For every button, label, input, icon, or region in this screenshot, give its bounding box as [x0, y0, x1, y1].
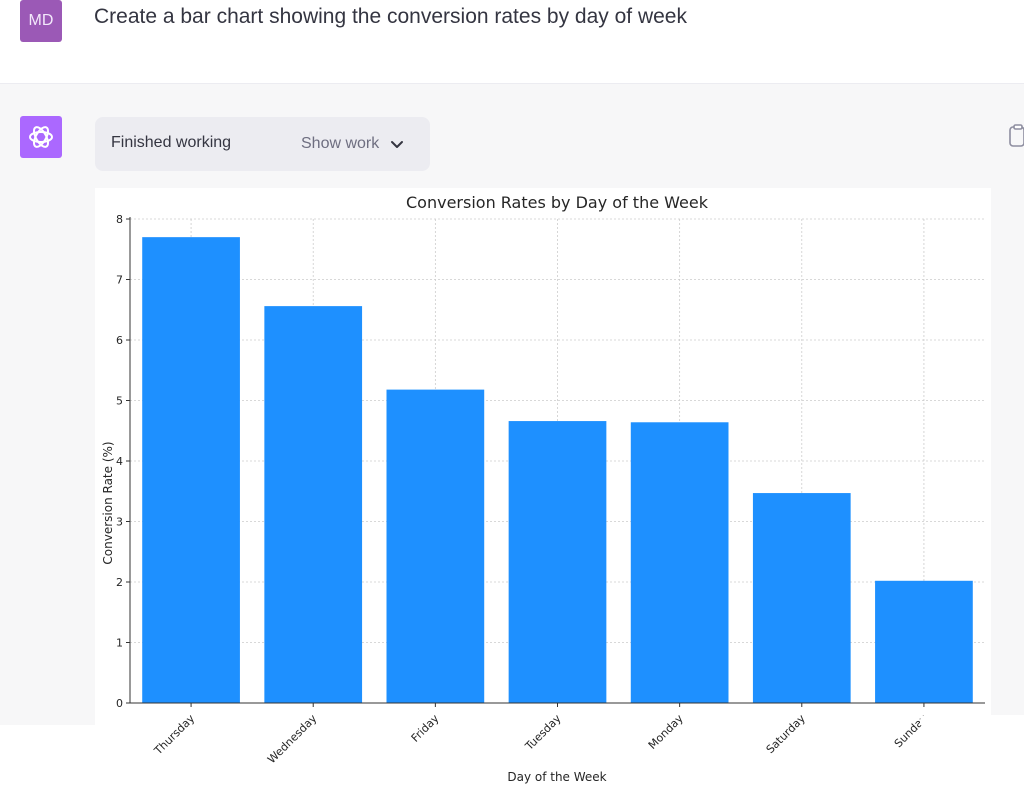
user-avatar: MD [20, 0, 62, 42]
x-tick-label: Thursday [151, 712, 197, 758]
bar-chart: 0 1 2 3 4 5 6 7 8 Thursday Wednesday Friday Tuesday M… [101, 193, 985, 784]
y-tick-label: 3 [116, 516, 123, 529]
user-message-text: Create a bar chart showing the conversio… [94, 5, 687, 28]
y-tick-label: 0 [116, 697, 123, 710]
x-tick-label: Monday [646, 712, 686, 752]
bar-wednesday [264, 306, 363, 703]
assistant-avatar [20, 116, 62, 158]
bottom-corner-panel [920, 715, 1024, 725]
y-tick-label: 7 [116, 274, 123, 287]
y-axis-label: Conversion Rate (%) [101, 441, 115, 564]
openai-logo-icon [29, 126, 53, 148]
bar-thursday [142, 237, 240, 703]
x-axis-label: Day of the Week [507, 770, 606, 784]
y-tick-label: 1 [116, 637, 123, 650]
bar-friday [386, 389, 485, 703]
show-work-button[interactable]: Show work [301, 128, 405, 160]
user-message-row: MD Create a bar chart showing the conver… [0, 0, 1024, 84]
clipboard-icon[interactable] [1006, 124, 1024, 148]
x-tick-label: Wednesday [265, 712, 320, 767]
bar-tuesday [508, 421, 607, 703]
y-tick-label: 5 [116, 395, 123, 408]
y-tick-label: 8 [116, 213, 123, 226]
bar-saturday [752, 493, 851, 703]
work-status-text: Finished working [111, 134, 232, 151]
y-tick-label: 4 [116, 455, 123, 468]
y-tick-label: 6 [116, 334, 123, 347]
chart-container: 0 1 2 3 4 5 6 7 8 Thursday Wednesday Friday Tuesday M… [95, 188, 991, 792]
chevron-down-icon [391, 141, 404, 148]
bar-monday [630, 422, 729, 703]
x-tick-label: Friday [409, 712, 442, 745]
y-tick-label: 2 [116, 576, 123, 589]
user-avatar-initials: MD [28, 12, 54, 29]
bar-sunday [875, 580, 973, 703]
assistant-message-row: Finished working Show work 0 1 2 3 4 5 6 7 8 Thur… [0, 84, 1024, 792]
show-work-label: Show work [301, 135, 380, 152]
x-tick-label: Saturday [764, 712, 809, 757]
work-status-pill: Finished working Show work [95, 117, 430, 171]
x-tick-label: Tuesday [522, 712, 564, 754]
chart-title: Conversion Rates by Day of the Week [406, 193, 709, 212]
